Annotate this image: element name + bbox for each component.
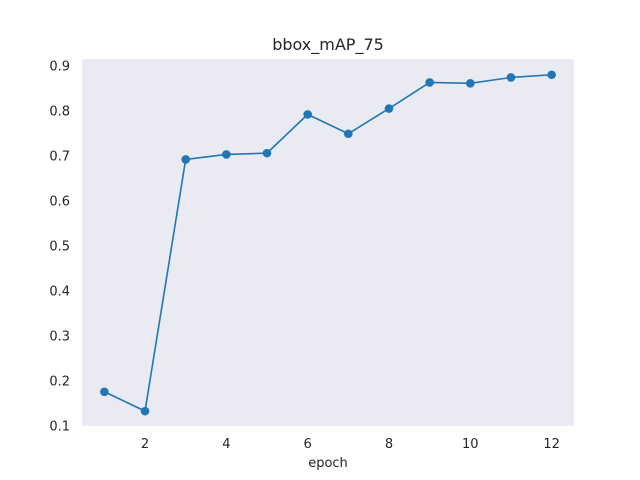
data-point — [181, 155, 190, 164]
data-point — [344, 129, 353, 139]
chart-title: bbox_mAP_75 — [272, 35, 384, 55]
y-tick-label: 0.1 — [49, 420, 70, 435]
data-point — [425, 78, 434, 87]
y-tick-label: 0.8 — [49, 104, 70, 119]
x-tick-label: 4 — [222, 437, 230, 452]
series-line — [104, 73, 552, 412]
x-axis-label: epoch — [308, 456, 348, 471]
data-point — [384, 104, 394, 113]
data-point — [222, 150, 231, 159]
data-point — [100, 387, 109, 397]
y-tick-label: 0.5 — [49, 239, 70, 254]
series-layer — [100, 70, 556, 416]
data-point — [140, 406, 150, 416]
y-tick-label: 0.7 — [49, 149, 70, 164]
x-tick-label: 10 — [462, 437, 479, 452]
y-tick-label: 0.2 — [49, 374, 70, 389]
data-point — [547, 70, 556, 80]
x-tick-label: 8 — [385, 437, 393, 452]
x-tick-label: 12 — [543, 437, 560, 452]
x-tick-label: 2 — [141, 437, 149, 452]
data-point — [303, 110, 312, 119]
y-tick-label: 0.3 — [49, 329, 70, 344]
data-point — [506, 73, 516, 82]
y-tick-label: 0.4 — [49, 284, 70, 299]
plot-area — [82, 59, 574, 426]
x-tick-label: 6 — [304, 437, 312, 452]
data-point — [466, 79, 475, 88]
x-axis: 2 4 6 8 10 12 — [141, 437, 560, 452]
y-axis: 0.1 0.2 0.3 0.4 0.5 0.6 0.7 0.8 0.9 — [49, 59, 70, 434]
y-tick-label: 0.6 — [49, 194, 70, 209]
y-tick-label: 0.9 — [49, 59, 70, 74]
data-point — [262, 148, 272, 158]
